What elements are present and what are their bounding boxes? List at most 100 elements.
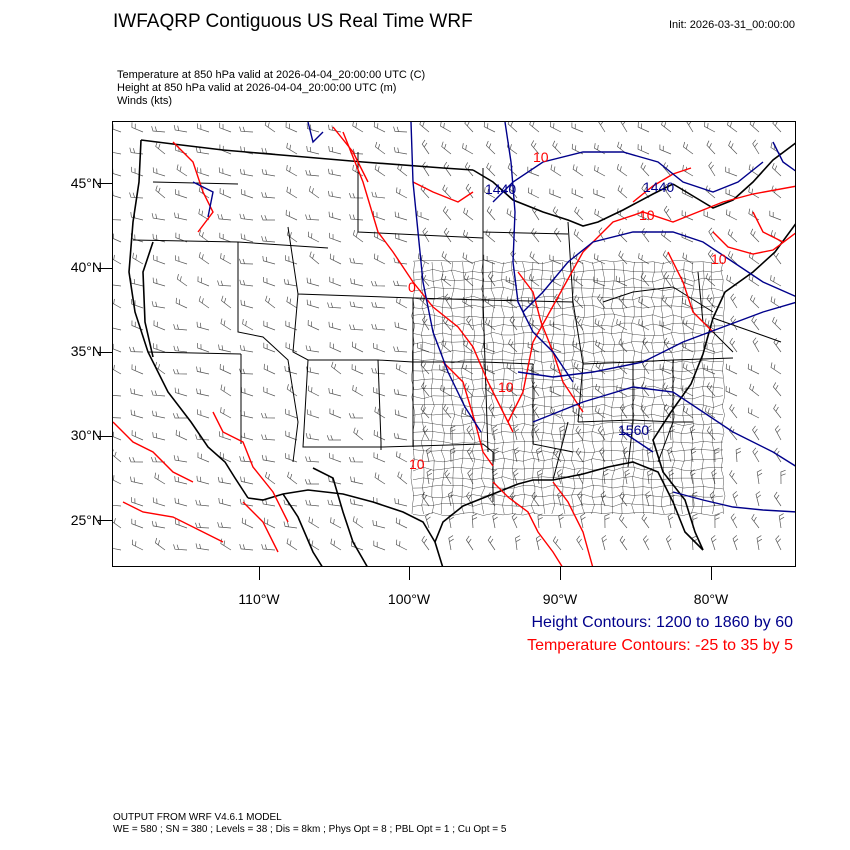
wind-barb: [263, 342, 276, 353]
wind-barb: [573, 383, 584, 397]
wind-barb: [690, 447, 697, 463]
wind-barb: [703, 210, 716, 221]
lon-label-80: 80°W: [693, 591, 729, 607]
wind-barb: [705, 273, 716, 287]
wind-barb: [113, 417, 122, 419]
wind-barb: [261, 454, 276, 463]
wind-barb: [153, 343, 166, 353]
wind-barb: [131, 539, 144, 551]
wind-barb: [714, 513, 720, 529]
county-line: [610, 261, 615, 515]
wind-barb: [641, 228, 650, 243]
wind-barb: [263, 517, 276, 529]
wind-barb: [131, 364, 144, 375]
wind-barb: [260, 215, 275, 221]
wind-barb: [260, 412, 276, 419]
wind-barb: [219, 451, 232, 463]
wind-barb: [531, 228, 540, 243]
wind-barb: [239, 544, 254, 551]
wind-barb: [444, 469, 452, 485]
wind-barb: [132, 252, 144, 265]
wind-barb: [770, 296, 782, 309]
county-line: [591, 261, 596, 515]
wind-barb: [618, 514, 628, 529]
wind-barb: [659, 144, 672, 155]
county-line: [430, 261, 435, 515]
wind-barb: [748, 274, 760, 287]
county-line: [412, 511, 724, 516]
wind-barb: [305, 214, 320, 221]
wind-barb: [426, 469, 433, 485]
wind-barb: [217, 213, 232, 221]
lon-label-100: 100°W: [387, 591, 431, 607]
wind-barb: [241, 517, 254, 529]
wind-barb: [772, 316, 782, 331]
county-line: [412, 476, 724, 481]
wind-barb: [329, 342, 342, 353]
lat-label-25: 25°N: [70, 512, 102, 528]
wind-barb: [152, 277, 166, 287]
wind-barb: [285, 255, 298, 265]
wind-barb: [441, 141, 452, 155]
wind-barb: [198, 296, 210, 309]
wind-barbs: [113, 122, 786, 551]
wind-barb: [593, 188, 606, 199]
lon-tick: [560, 567, 561, 580]
wind-barb: [487, 535, 496, 551]
wind-barb: [308, 516, 320, 529]
wind-barb: [374, 164, 386, 177]
wind-barb: [662, 250, 672, 265]
wind-barb: [353, 427, 364, 441]
wind-barb: [420, 404, 430, 419]
wind-barb: [552, 536, 562, 551]
wind-barb: [735, 447, 742, 463]
wind-barb: [576, 535, 584, 551]
wind-barb: [593, 276, 606, 287]
field-winds: Winds (kts): [117, 95, 172, 107]
wind-barb: [483, 254, 496, 265]
county-line: [660, 261, 665, 515]
wind-barb: [550, 164, 562, 177]
wind-barb: [686, 122, 694, 133]
county-line: [412, 304, 724, 309]
wind-barb: [130, 476, 144, 485]
wind-barb: [373, 540, 386, 551]
height-contour-label: 1440: [485, 181, 516, 197]
wind-barb: [261, 192, 276, 199]
county-line: [470, 261, 476, 515]
wind-barb: [261, 544, 276, 551]
wind-barb: [373, 253, 386, 265]
wind-barb: [752, 425, 760, 441]
wind-barb: [348, 413, 364, 419]
wind-barb: [422, 227, 430, 243]
wind-barb: [263, 320, 276, 331]
wind-barb: [373, 387, 386, 397]
wind-barb: [327, 302, 342, 309]
lat-tick: [98, 352, 112, 353]
wind-barb: [265, 295, 276, 309]
county-line: [412, 313, 724, 319]
wind-barb: [151, 126, 166, 133]
wind-barb: [305, 170, 320, 177]
wind-barb: [220, 538, 232, 551]
wind-barb: [549, 122, 562, 133]
wind-barb: [442, 184, 452, 199]
wind-barb: [328, 146, 342, 155]
wind-barb: [172, 413, 187, 419]
wind-barb: [349, 301, 364, 309]
wind-barb: [329, 408, 342, 419]
wind-barb: [772, 382, 782, 397]
county-line: [710, 261, 715, 515]
temperature-contour-label: 10: [498, 379, 514, 395]
wind-barb: [558, 513, 564, 529]
wind-barb: [640, 404, 650, 419]
wind-barb: [153, 254, 166, 265]
wind-barb: [239, 456, 254, 463]
wind-barb: [153, 320, 166, 331]
county-line: [511, 261, 516, 515]
county-line: [412, 412, 724, 417]
wind-barb: [573, 361, 584, 375]
wind-barb: [196, 366, 210, 375]
wind-barb: [641, 183, 650, 199]
wind-barb: [395, 363, 408, 375]
